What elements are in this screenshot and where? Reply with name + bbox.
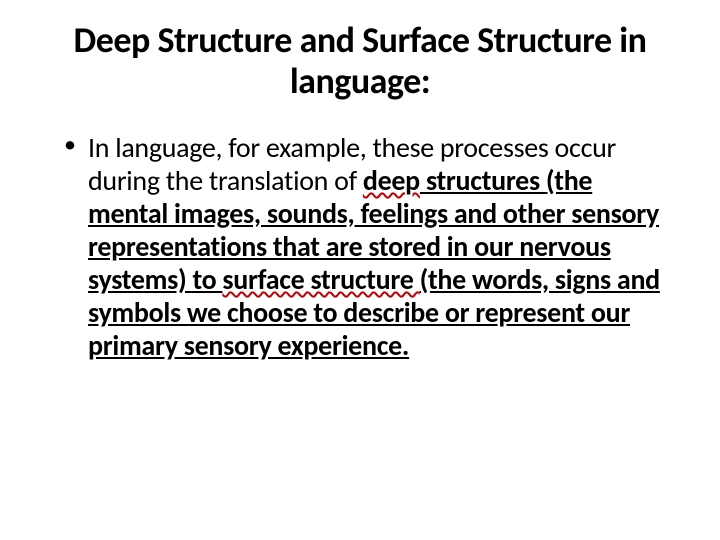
bullet-list: In language, for example, these processe… [40, 131, 680, 362]
list-item: In language, for example, these processe… [64, 131, 660, 362]
term-deep: deep [363, 163, 420, 198]
term-structures: structures [426, 163, 546, 198]
slide: Deep Structure and Surface Structure in … [0, 0, 720, 540]
slide-title: Deep Structure and Surface Structure in … [40, 20, 680, 103]
term-surface-structure: surface structure [222, 262, 419, 297]
